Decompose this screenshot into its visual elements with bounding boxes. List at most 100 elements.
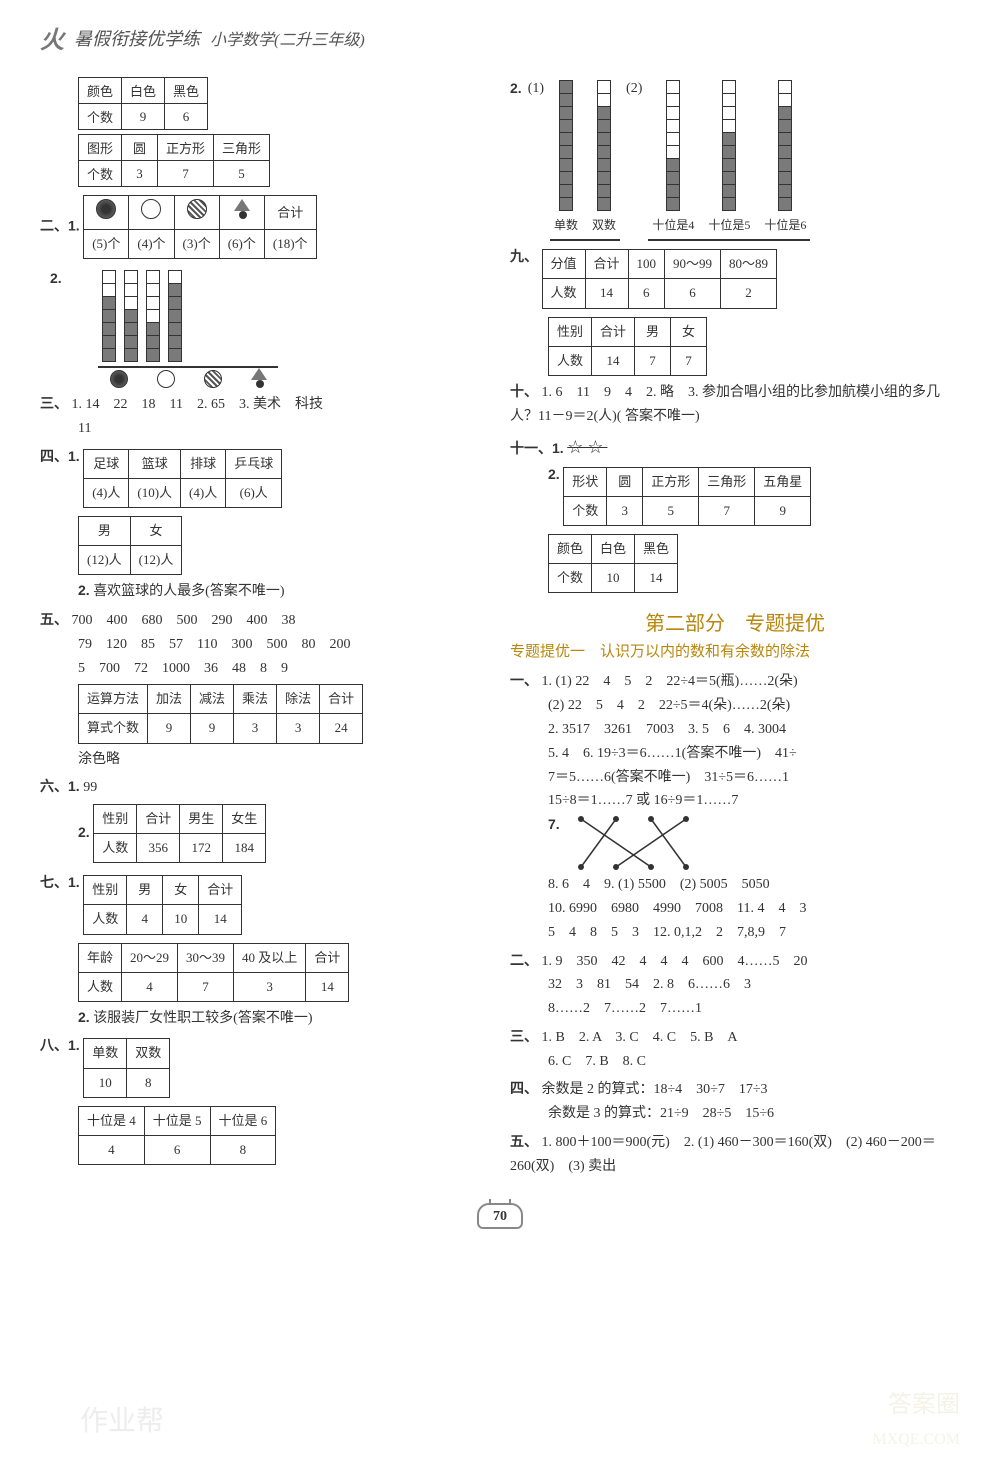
label-sec8: 八、1.	[40, 1037, 80, 1053]
table-color: 颜色 白色 黑色 个数 9 6 图形 圆 正方形 三角形	[40, 77, 490, 187]
bar-cell	[597, 119, 611, 133]
page-root: 火 暑假衔接优学练 小学数学(二升三年级) 颜色 白色 黑色 个数 9 6	[0, 0, 1000, 1249]
cell: 正方形	[158, 135, 214, 161]
bar-cell	[666, 184, 680, 198]
cell: 减法	[191, 685, 234, 714]
bar-cell	[666, 171, 680, 185]
cell: 14	[635, 564, 678, 593]
bar-cell	[722, 106, 736, 120]
bar-cell	[124, 348, 138, 362]
bar-column	[168, 271, 182, 362]
bar-cell	[722, 93, 736, 107]
cell: (12)人	[79, 546, 131, 575]
cell: 年龄	[79, 943, 122, 972]
cell: 单数	[84, 1039, 127, 1068]
bar-cell	[778, 80, 792, 94]
bar-cell	[102, 283, 116, 297]
page-number-badge: 70	[477, 1203, 523, 1229]
cell: 白色	[122, 78, 165, 104]
cell: 乒乓球	[226, 449, 282, 478]
bar-cell	[559, 197, 573, 211]
p2-3-line2: 6. C 7. B 8. C	[510, 1050, 960, 1074]
table-operations: 运算方法 加法 减法 乘法 除法 合计 算式个数 9 9 3 3	[78, 684, 363, 743]
table-gender-4: 男 女 (12)人 (12)人	[78, 516, 182, 575]
cell: 9	[191, 714, 234, 743]
cell: 个数	[79, 161, 122, 187]
cell: 40 及以上	[234, 943, 306, 972]
label-sec2-1: 二、1.	[40, 217, 80, 233]
bar-cell	[778, 145, 792, 159]
cell: 女	[130, 516, 182, 545]
header-subtitle: 小学数学(二升三年级)	[210, 26, 365, 50]
p2-1-item0: 1. (1) 22 4 5 2 22÷4＝5(瓶)……2(朵)	[542, 674, 798, 689]
cell: 7	[158, 161, 214, 187]
bar-cell	[778, 132, 792, 146]
bar-chart-r2: 十位是4十位是5十位是6	[648, 77, 810, 241]
bar-cell	[778, 119, 792, 133]
cell: 4	[127, 905, 163, 934]
cell: 6	[165, 104, 208, 130]
bar-cell	[124, 283, 138, 297]
cell: 14	[592, 346, 635, 375]
cell: 184	[223, 834, 266, 863]
cell: 颜色	[549, 535, 592, 564]
bar-cell	[102, 335, 116, 349]
bar-cell	[559, 171, 573, 185]
p2-section-1: 一、 1. (1) 22 4 5 2 22÷4＝5(瓶)……2(朵) (2) 2…	[510, 669, 960, 944]
header-title: 暑假衔接优学练	[74, 25, 200, 51]
sec5-line3: 5 700 72 1000 36 48 8 9	[40, 657, 490, 681]
bar-cell	[146, 309, 160, 323]
label-sec10: 十、	[510, 383, 538, 399]
cell: 排球	[181, 449, 226, 478]
sec4-2-text: 喜欢篮球的人最多(答案不唯一)	[93, 584, 284, 599]
bar-cell	[722, 119, 736, 133]
sec3-text2: 11	[40, 417, 490, 441]
shuttle-icon	[251, 368, 267, 388]
cell: 3	[234, 972, 306, 1001]
p2-1-q7: 7.	[510, 813, 960, 873]
cell: 7	[178, 972, 234, 1001]
bar-chart-icons	[98, 368, 278, 388]
page-number-area: 70	[40, 1203, 960, 1229]
p2-section-5: 五、 1. 800＋100＝900(元) 2. (1) 460－300＝160(…	[510, 1130, 960, 1179]
label-p2-1: 一、	[510, 672, 538, 688]
bar-cell	[666, 132, 680, 146]
section-8: 八、1. 单数 双数 10 8 十位是 4 十位是 5	[40, 1034, 490, 1164]
bar-cell	[124, 270, 138, 284]
bar-cell	[722, 197, 736, 211]
cell: 三角形	[214, 135, 270, 161]
cell: 3	[277, 714, 320, 743]
watermark-right-bottom: MXQE.COM	[872, 1431, 960, 1449]
section-10: 十、 1. 6 11 9 4 2. 略 3. 参加合唱小组的比参加航模小组的多几…	[510, 380, 960, 429]
cell: 双数	[127, 1039, 170, 1068]
bar-cell	[559, 106, 573, 120]
label-sec4-1: 四、1.	[40, 448, 80, 464]
cell: 6	[144, 1135, 210, 1164]
table-balls: 合计 (5)个 (4)个 (3)个 (6)个 (18)个	[83, 195, 316, 259]
cell: 3	[607, 497, 643, 526]
p2-1-item2-0: 8. 6 4 9. (1) 5500 (2) 5005 5050	[510, 873, 960, 897]
cell: 合计	[585, 250, 628, 279]
label-r2-1: (1)	[528, 77, 544, 101]
soccer-icon	[157, 370, 175, 388]
cell: 90～99	[665, 250, 721, 279]
cell: 14	[585, 279, 628, 308]
p2-1-item2-1: 10. 6990 6980 4990 7008 11. 4 4 3	[510, 897, 960, 921]
section-6: 六、1. 99 2. 性别 合计 男生 女生 人数 356	[40, 775, 490, 867]
page-header: 火 暑假衔接优学练 小学数学(二升三年级)	[40, 20, 960, 55]
cell: 人数	[79, 972, 122, 1001]
label-r2: 2.	[510, 77, 522, 101]
bar-cell	[168, 348, 182, 362]
cell: 14	[199, 905, 242, 934]
p2-1-item4: 7＝5……6(答案不唯一) 31÷5＝6……1	[510, 766, 960, 790]
bar-column: 十位是4	[652, 81, 694, 235]
cell: (4)个	[129, 230, 174, 259]
cell: 14	[306, 972, 349, 1001]
cell: 男生	[180, 805, 223, 834]
cell: 5	[643, 497, 699, 526]
table-color-count: 颜色 白色 黑色 个数 9 6	[78, 77, 208, 130]
p2-1-item2: 2. 3517 3261 7003 3. 5 6 4. 3004	[510, 718, 960, 742]
bar-cell	[666, 158, 680, 172]
table-gender-count: 性别 合计 男生 女生 人数 356 172 184	[93, 804, 266, 863]
bar-label: 十位是5	[708, 215, 750, 235]
